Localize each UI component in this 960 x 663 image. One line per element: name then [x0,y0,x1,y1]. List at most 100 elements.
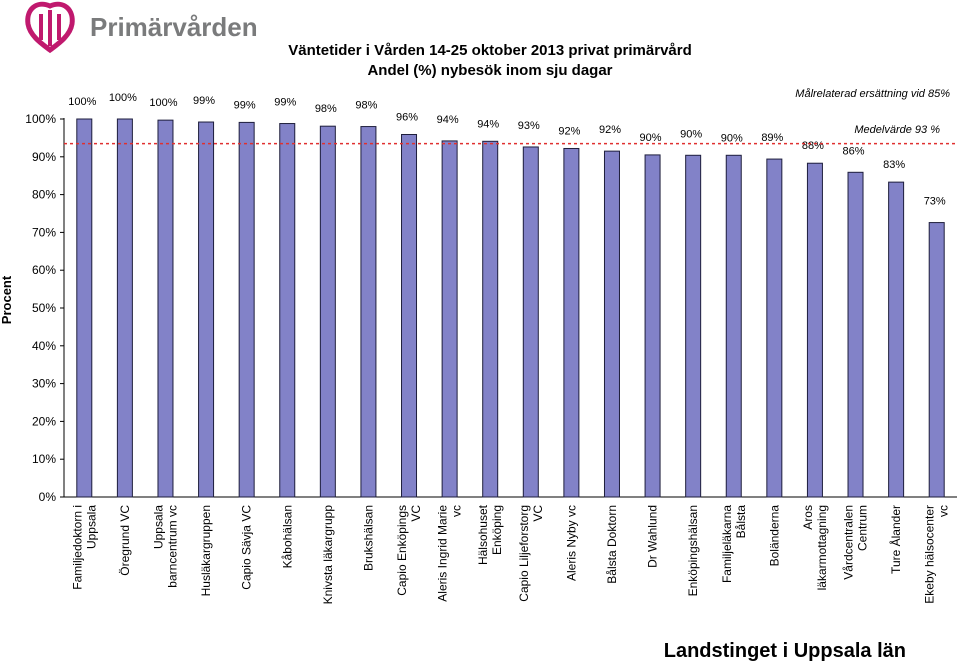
target-annotation: Målrelaterad ersättning vid 85% [795,88,950,100]
category-label-line: VC [531,505,545,522]
y-axis-label: Procent [0,275,14,324]
bar [279,123,296,498]
y-tick-label: 20% [32,414,56,428]
category-label-line: Kåbohälsan [280,505,294,568]
data-label: 90% [640,132,662,144]
data-label: 93% [518,120,540,132]
category-label-line: Hälsohuset [476,504,490,565]
category-label: Öregrund VC [118,505,132,576]
y-tick-label: 90% [32,150,56,164]
bar [603,150,620,498]
category-label: Brukshälsan [361,505,375,571]
bars-group [76,118,945,498]
category-label-line: Enköping [490,505,504,555]
category-label-line: Knivsta läkargrupp [321,505,335,605]
bar [522,146,539,498]
category-label-line: Capio Liljeforstorg [517,505,531,602]
category-label-line: Familjedoktorn i [70,505,84,590]
category-label-line: Uppsala [84,505,98,549]
category-label-line: Ture Ålander [888,505,903,574]
category-label-line: läkarmottagning [815,505,829,590]
data-label: 96% [396,111,418,123]
category-label-line: Aleris Ingrid Marie [436,505,450,602]
category-label: Boländerna [767,505,781,567]
y-tick-label: 50% [32,301,56,315]
y-tick-label: 40% [32,339,56,353]
bar [806,162,823,498]
y-tick-label: 60% [32,263,56,277]
category-label-line: Bålsta [734,505,748,539]
category-label-line: Husläkargruppen [199,505,213,596]
data-label: 83% [883,159,905,171]
category-label: Aleris Ingrid Marie vc [436,505,464,602]
category-label-line: Aleris Nyby vc [564,505,578,581]
category-label-line: Familjeläkarna [720,505,734,583]
bar [888,181,905,498]
bar [401,133,418,498]
category-label: Capio Liljeforstorg VC [517,505,545,602]
data-label: 94% [437,114,459,126]
data-label: 90% [680,128,702,140]
data-label: 100% [109,92,137,104]
bar [319,125,336,498]
category-label: Hälsohuset Enköping [476,504,504,565]
data-label: 73% [924,196,946,208]
data-label: 94% [477,118,499,130]
category-label-line: VC [409,505,423,522]
category-label: Familjedoktorn i Uppsala [70,505,98,590]
bar [685,154,702,498]
data-label: 100% [149,97,177,109]
category-label-line: vc [937,505,951,517]
category-label: Ekeby hälsocenter vc [923,505,951,604]
data-label: 99% [193,95,215,107]
bar [116,118,133,498]
category-label: Aros läkarmottagning [801,505,829,590]
bar [238,121,255,498]
data-label: 98% [315,103,337,115]
category-label-line: Capio Sävja VC [240,505,254,590]
y-tick-label: 0% [39,490,57,504]
category-label-line: Aros [801,505,815,530]
category-label: Kåbohälsan [280,505,294,568]
category-label-line: Boländerna [767,505,781,567]
category-label-line: Capio Enköpings [395,505,409,596]
bar [563,147,580,498]
y-tick-label: 70% [32,225,56,239]
category-label-line: Centrum [856,505,870,551]
category-label-line: Ekeby hälsocenter [923,505,937,604]
bar [644,154,661,498]
category-label-line: Enköpingshälsan [686,505,700,596]
category-label-line: Brukshälsan [361,505,375,571]
category-label-line: Dr Wahlund [646,505,660,568]
category-label: Dr Wahlund [646,505,660,568]
y-axis-ticks: 0% 10% 20% 30% 40% 50% 60% 70% 80% 90% 100% [25,112,64,504]
category-label-line: Öregrund VC [118,505,132,576]
data-label: 90% [721,132,743,144]
data-label: 99% [234,99,256,111]
category-label: Husläkargruppen [199,505,213,596]
data-label: 89% [761,132,783,144]
category-label: Capio Enköpings VC [395,505,423,596]
category-label: Aleris Nyby vc [564,505,578,581]
category-label: Ture Ålander [888,505,903,574]
average-line-label: Medelvärde 93 % [854,124,940,136]
y-tick-label: 100% [25,112,56,126]
category-labels-group: Familjedoktorn i Uppsala Öregrund VC Uppsal… [70,504,950,604]
data-label: 92% [558,125,580,137]
bar [725,154,742,498]
y-tick-label: 10% [32,452,56,466]
bar [157,119,174,498]
chart-subtitle: Andel (%) nybesök inom sju dagar [367,62,612,79]
data-label: 98% [355,100,377,112]
bar [482,140,499,498]
category-label: Capio Sävja VC [240,505,254,590]
category-label-line: Bålsta Doktorn [605,505,619,584]
bar [198,121,215,498]
category-label-line: Vårdcentralen [842,505,856,580]
category-label: Bålsta Doktorn [605,505,619,584]
data-label: 99% [274,97,296,109]
data-label: 92% [599,124,621,136]
category-label: Familjeläkarna Bålsta [720,505,748,583]
bar [76,118,93,498]
